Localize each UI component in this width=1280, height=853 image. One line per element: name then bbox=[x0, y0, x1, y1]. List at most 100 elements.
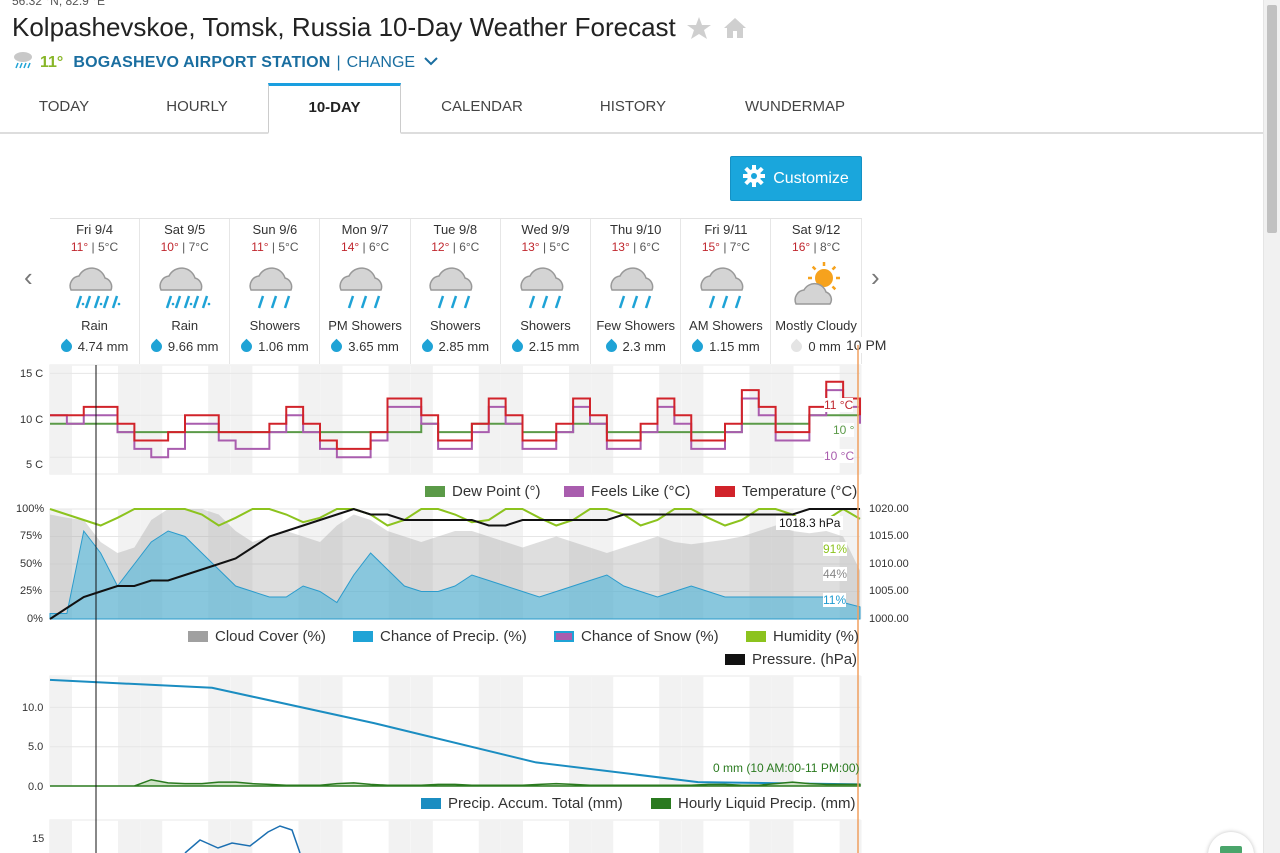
customize-button[interactable]: Customize bbox=[730, 156, 862, 201]
series-line bbox=[49, 678, 861, 786]
day-high: 15° bbox=[701, 240, 720, 254]
day-low: 7°C bbox=[188, 240, 209, 254]
legend-pressure[interactable]: Pressure. (hPa) bbox=[725, 651, 857, 668]
tab-wundermap[interactable]: WUNDERMAP bbox=[745, 98, 845, 115]
night-band bbox=[839, 365, 862, 474]
feedback-icon[interactable] bbox=[1208, 832, 1254, 853]
day-column[interactable]: Fri 9/4 11° | 5°C Rain 4.74 mm bbox=[50, 219, 140, 364]
legend-precip-accum[interactable]: Precip. Accum. Total (mm) bbox=[421, 795, 623, 812]
day-column[interactable]: Fri 9/11 15° | 7°C AM Showers 1.15 mm bbox=[681, 219, 772, 364]
tab-history[interactable]: HISTORY bbox=[599, 98, 667, 115]
pressure-y-tick: 1020.00 bbox=[869, 503, 909, 515]
night-band bbox=[569, 820, 591, 853]
pressure-y-tick: 1000.00 bbox=[869, 613, 909, 625]
rain-icon bbox=[65, 260, 125, 316]
day-high: 11° bbox=[251, 240, 269, 254]
legend-humidity[interactable]: Humidity (%) bbox=[746, 628, 859, 645]
station-coordinates: 56.32 °N, 82.9 °E bbox=[12, 0, 105, 8]
day-condition: Showers bbox=[520, 318, 571, 333]
previous-days-arrow[interactable]: ‹ bbox=[24, 262, 33, 292]
humidity-current-label: 91% bbox=[823, 542, 848, 556]
day-column[interactable]: Mon 9/7 14° | 6°C PM Showers 3.65 mm bbox=[321, 219, 411, 364]
legend-cloud-cover[interactable]: Cloud Cover (%) bbox=[188, 628, 326, 645]
day-low: 8°C bbox=[820, 240, 841, 254]
day-hi-lo-separator: | bbox=[182, 240, 186, 254]
day-column[interactable]: Thu 9/10 13° | 6°C Few Showers 2.3 mm bbox=[591, 219, 682, 364]
wind-y-tick: 15 bbox=[32, 833, 45, 845]
legend-label: Hourly Liquid Precip. (mm) bbox=[678, 795, 856, 812]
precip-y-tick: 10.0 bbox=[22, 702, 44, 714]
night-band bbox=[839, 676, 862, 786]
series-line bbox=[49, 507, 861, 527]
legend-temperature[interactable]: Temperature (°C) bbox=[715, 483, 857, 500]
legend-label: Temperature (°C) bbox=[742, 483, 858, 500]
series-line bbox=[50, 380, 861, 450]
dew-point-current-label: 10 ° bbox=[833, 423, 855, 437]
legend-swatch bbox=[554, 631, 574, 642]
day-condition: Showers bbox=[430, 318, 481, 333]
tab-calendar[interactable]: CALENDAR bbox=[441, 98, 523, 115]
day-name: Sat 9/12 bbox=[791, 222, 841, 237]
chart-plot-area bbox=[49, 675, 861, 787]
day-precip: 9.66 mm bbox=[140, 336, 229, 356]
day-column[interactable]: Tue 9/8 12° | 6°C Showers 2.85 mm bbox=[411, 219, 501, 364]
day-name: Sun 9/6 bbox=[252, 222, 298, 237]
day-precip-amount: 3.65 mm bbox=[348, 338, 399, 354]
day-forecast-strip: Fri 9/4 11° | 5°C Rain 4.74 mm Sat 9/5 10° | … bbox=[50, 218, 862, 364]
day-condition: Showers bbox=[249, 318, 301, 333]
day-name: Sat 9/5 bbox=[164, 222, 206, 237]
legend-hourly-precip[interactable]: Hourly Liquid Precip. (mm) bbox=[651, 795, 856, 812]
legend-swatch bbox=[425, 486, 445, 497]
star-icon[interactable] bbox=[686, 15, 712, 41]
day-column[interactable]: Sun 9/6 11° | 5°C Showers 1.06 mm bbox=[230, 219, 321, 364]
day-column[interactable]: Wed 9/9 13° | 5°C Showers 2.15 mm bbox=[501, 219, 591, 364]
humidity-y-tick: 75% bbox=[20, 530, 43, 542]
night-band bbox=[681, 820, 704, 853]
legend-chance-of-snow[interactable]: Chance of Snow (%) bbox=[554, 628, 719, 645]
night-band bbox=[659, 676, 682, 786]
tab-today[interactable]: TODAY bbox=[38, 98, 90, 115]
night-band bbox=[659, 820, 682, 853]
station-name[interactable]: BOGASHEVO AIRPORT STATION bbox=[73, 53, 331, 71]
chevron-down-icon[interactable] bbox=[423, 54, 439, 72]
temperature-current-label: 11 °C bbox=[824, 398, 854, 412]
night-band bbox=[208, 820, 231, 853]
current-temperature: 11° bbox=[40, 53, 64, 71]
home-icon[interactable] bbox=[722, 15, 748, 41]
day-hi-lo-separator: | bbox=[362, 240, 366, 254]
tab-hourly[interactable]: HOURLY bbox=[166, 98, 228, 115]
night-band bbox=[681, 365, 704, 474]
day-name: Thu 9/10 bbox=[610, 222, 662, 237]
tab-10-day[interactable]: 10-DAY bbox=[268, 83, 401, 134]
tab-bar: TODAY HOURLY 10-DAY CALENDAR HISTORY WUN… bbox=[0, 83, 1263, 134]
vertical-scrollbar[interactable] bbox=[1263, 0, 1280, 853]
legend-chance-of-precip[interactable]: Chance of Precip. (%) bbox=[353, 628, 527, 645]
day-column[interactable]: Sat 9/5 10° | 7°C Rain 9.66 mm bbox=[140, 219, 231, 364]
change-station-link[interactable]: CHANGE bbox=[346, 53, 416, 71]
mostly-cloudy-icon bbox=[786, 260, 846, 316]
day-hi-lo-separator: | bbox=[91, 240, 95, 254]
day-name: Fri 9/4 bbox=[76, 222, 113, 237]
day-hi-lo-separator: | bbox=[452, 240, 456, 254]
next-days-arrow[interactable]: › bbox=[871, 262, 880, 292]
legend-swatch bbox=[651, 798, 671, 809]
day-low: 5°C bbox=[549, 240, 570, 254]
temp-y-tick: 15 C bbox=[20, 368, 44, 380]
legend-swatch bbox=[188, 631, 208, 642]
day-column[interactable]: Sat 9/12 16° | 8°C Mostly Cloudy 0 mm bbox=[772, 219, 862, 364]
day-low: 7°C bbox=[729, 240, 750, 254]
night-band bbox=[749, 676, 772, 786]
series-area bbox=[49, 529, 861, 620]
precip-total-annotation: 0 mm (10 AM:00-11 PM:00) bbox=[713, 761, 860, 775]
legend-feels-like[interactable]: Feels Like (°C) bbox=[564, 483, 690, 500]
legend-dew-point[interactable]: Dew Point (°) bbox=[425, 483, 541, 500]
scrollbar-thumb[interactable] bbox=[1267, 5, 1277, 233]
night-band bbox=[320, 820, 343, 853]
night-band bbox=[140, 820, 163, 853]
showers-icon bbox=[245, 260, 305, 316]
day-precip-amount: 9.66 mm bbox=[167, 338, 219, 354]
night-band bbox=[659, 365, 682, 474]
day-precip-amount: 2.85 mm bbox=[438, 338, 490, 354]
